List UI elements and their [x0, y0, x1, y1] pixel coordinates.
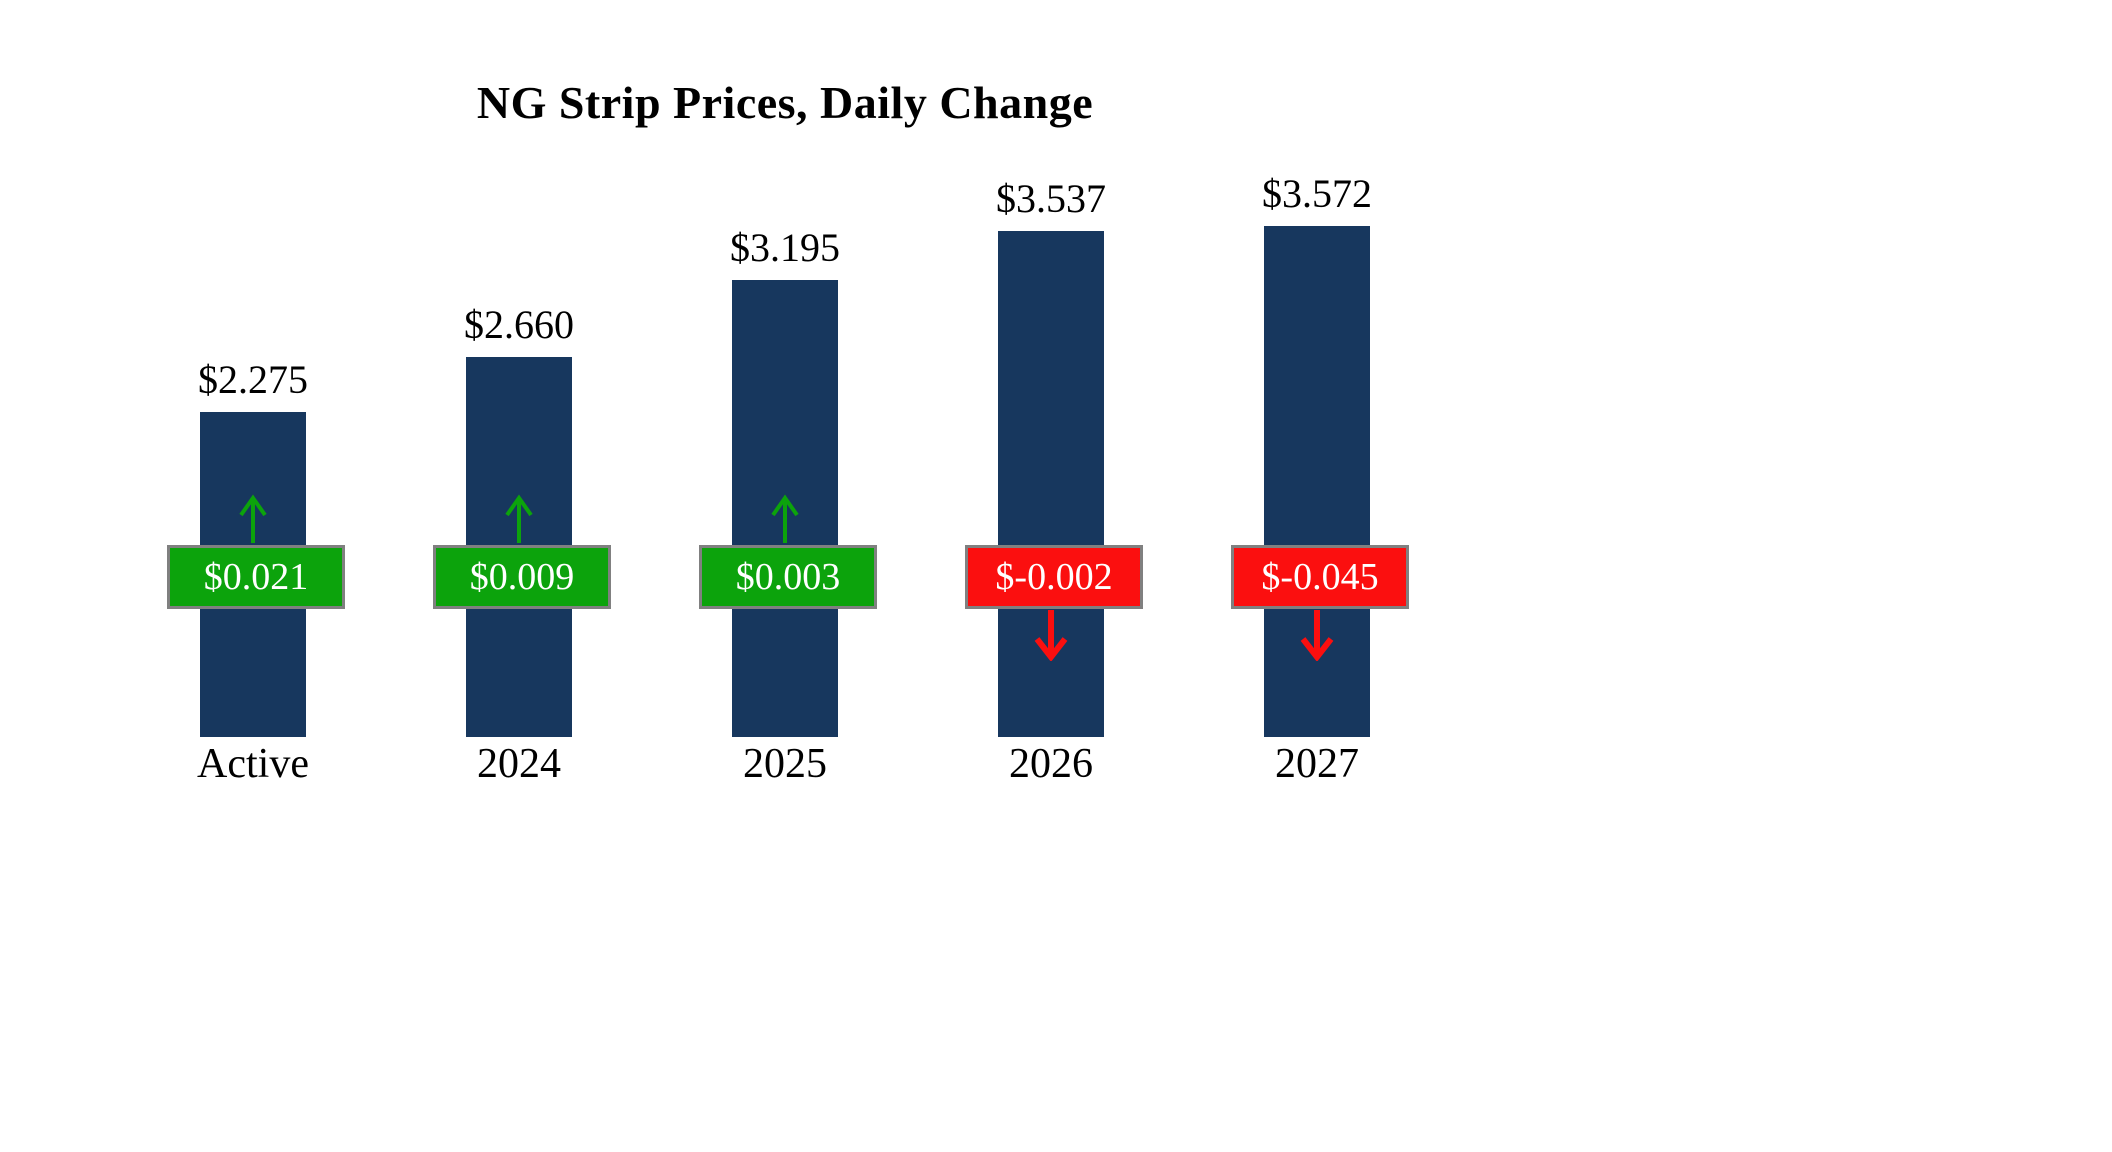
change-badge-label: $0.003	[735, 556, 841, 598]
category-label: 2027	[1275, 741, 1359, 787]
up-arrow-icon	[499, 494, 539, 544]
bar-value-label: $3.537	[996, 176, 1106, 221]
bar-group: $2.660 $0.009 2024	[386, 0, 652, 1152]
change-badge: $0.009	[433, 545, 611, 609]
bar-value-label: $2.660	[464, 302, 574, 347]
change-badge-label: $-0.002	[995, 556, 1113, 598]
category-label: Active	[197, 741, 309, 787]
change-badge: $0.021	[167, 545, 345, 609]
change-badge-label: $0.009	[469, 556, 575, 598]
bar-group: $3.572 $-0.045 2027	[1184, 0, 1450, 1152]
category-label: 2025	[743, 741, 827, 787]
chart-title: NG Strip Prices, Daily Change	[476, 77, 1094, 128]
bar-value-label: $3.195	[730, 225, 840, 270]
bar-group: $3.195 $0.003 2025	[652, 0, 918, 1152]
category-label: 2024	[477, 741, 561, 787]
bar-group: $3.537 $-0.002 2026	[918, 0, 1184, 1152]
change-badge: $-0.045	[1231, 545, 1409, 609]
up-arrow-icon	[233, 494, 273, 544]
category-label: 2026	[1009, 741, 1093, 787]
change-badge: $0.003	[699, 545, 877, 609]
bar-value-label: $2.275	[198, 357, 308, 402]
up-arrow-icon	[765, 494, 805, 544]
down-arrow-icon	[1295, 609, 1339, 662]
chart-wrap: NG Strip Prices, Daily Change $2.275 $0.…	[120, 0, 1450, 1152]
chart-area: $2.275 $0.021 Active $2.660 $0.009	[120, 0, 1450, 1152]
change-badge: $-0.002	[965, 545, 1143, 609]
bar-group: $2.275 $0.021 Active	[120, 0, 386, 1152]
change-badge-label: $-0.045	[1261, 556, 1379, 598]
down-arrow-icon	[1029, 609, 1073, 662]
change-badge-label: $0.021	[203, 556, 309, 598]
bar	[998, 231, 1104, 737]
bar-value-label: $3.572	[1262, 171, 1372, 216]
